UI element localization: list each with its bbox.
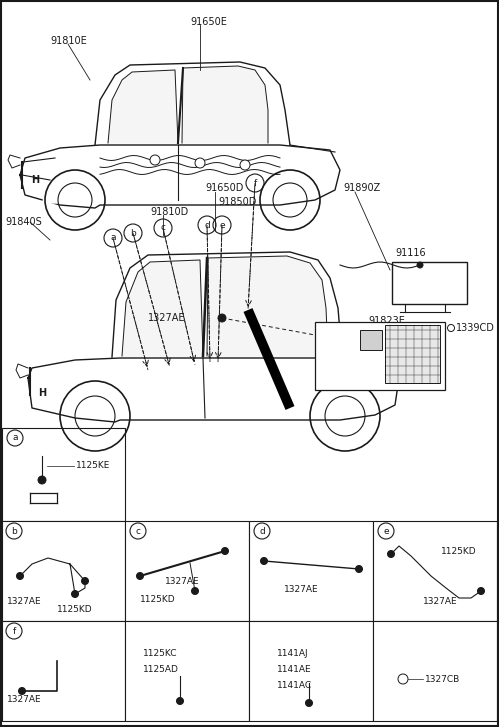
Polygon shape bbox=[112, 252, 342, 357]
Text: 1125KE: 1125KE bbox=[76, 462, 110, 470]
Circle shape bbox=[16, 572, 23, 579]
Text: f: f bbox=[253, 179, 256, 188]
Circle shape bbox=[81, 577, 88, 585]
Polygon shape bbox=[207, 256, 328, 356]
Bar bbox=[125, 621, 249, 721]
Text: 91116: 91116 bbox=[395, 248, 426, 258]
Circle shape bbox=[478, 587, 485, 595]
Text: 1339CD: 1339CD bbox=[456, 323, 495, 333]
Text: 91650D: 91650D bbox=[205, 183, 244, 193]
Text: b: b bbox=[11, 526, 17, 536]
Text: 1327AE: 1327AE bbox=[165, 577, 200, 585]
Bar bbox=[385, 325, 440, 383]
Text: 1141AC: 1141AC bbox=[277, 680, 312, 689]
Bar bbox=[125, 521, 249, 621]
Text: d: d bbox=[204, 220, 210, 230]
Text: c: c bbox=[161, 223, 166, 233]
Text: 91826: 91826 bbox=[320, 328, 349, 337]
Polygon shape bbox=[182, 66, 268, 143]
Circle shape bbox=[398, 674, 408, 684]
Text: e: e bbox=[219, 220, 225, 230]
Text: 91890Z: 91890Z bbox=[343, 183, 380, 193]
Text: 91823E: 91823E bbox=[368, 316, 405, 326]
Text: H: H bbox=[31, 175, 39, 185]
Text: 91650E: 91650E bbox=[190, 17, 227, 27]
Circle shape bbox=[448, 324, 455, 332]
Text: b: b bbox=[130, 228, 136, 238]
Text: f: f bbox=[12, 627, 15, 635]
Circle shape bbox=[388, 550, 395, 558]
Polygon shape bbox=[20, 145, 340, 208]
Circle shape bbox=[137, 572, 144, 579]
Bar bbox=[315, 322, 445, 390]
Circle shape bbox=[240, 160, 250, 170]
Text: 91810D: 91810D bbox=[150, 207, 188, 217]
Circle shape bbox=[18, 688, 25, 694]
Circle shape bbox=[71, 590, 78, 598]
Text: 1141AE: 1141AE bbox=[277, 664, 311, 673]
Text: c: c bbox=[136, 526, 141, 536]
Text: 1327AE: 1327AE bbox=[7, 596, 41, 606]
Circle shape bbox=[222, 547, 229, 555]
Bar bbox=[2, 521, 125, 621]
Bar bbox=[2, 621, 125, 721]
Text: 1125KD: 1125KD bbox=[57, 604, 93, 614]
Bar bbox=[392, 262, 467, 304]
Circle shape bbox=[260, 558, 267, 564]
Circle shape bbox=[218, 314, 226, 322]
Circle shape bbox=[305, 699, 312, 707]
Circle shape bbox=[192, 587, 199, 595]
Text: 1125KD: 1125KD bbox=[441, 547, 477, 555]
Polygon shape bbox=[122, 260, 203, 356]
Bar bbox=[373, 621, 497, 721]
Polygon shape bbox=[95, 62, 290, 145]
Circle shape bbox=[150, 155, 160, 165]
Polygon shape bbox=[108, 70, 178, 143]
Text: 1327AE: 1327AE bbox=[148, 313, 185, 323]
Text: 1327CB: 1327CB bbox=[425, 675, 460, 683]
Text: 1327AE: 1327AE bbox=[423, 596, 458, 606]
Text: 1125KD: 1125KD bbox=[140, 595, 176, 603]
Circle shape bbox=[355, 566, 362, 572]
Text: 91840S: 91840S bbox=[5, 217, 42, 227]
Text: 1125AD: 1125AD bbox=[143, 664, 179, 673]
Text: 1141AJ: 1141AJ bbox=[277, 648, 308, 657]
Text: 91810E: 91810E bbox=[50, 36, 87, 46]
Bar bbox=[2, 428, 125, 521]
Text: 18980J: 18980J bbox=[320, 340, 351, 349]
Circle shape bbox=[177, 697, 184, 704]
Circle shape bbox=[195, 158, 205, 168]
Circle shape bbox=[38, 476, 46, 484]
Text: e: e bbox=[383, 526, 389, 536]
Text: H: H bbox=[38, 388, 46, 398]
Text: a: a bbox=[12, 433, 18, 443]
Text: 91850D: 91850D bbox=[218, 197, 256, 207]
Bar bbox=[249, 521, 373, 621]
Text: d: d bbox=[259, 526, 265, 536]
Polygon shape bbox=[28, 358, 398, 422]
Text: a: a bbox=[110, 233, 116, 243]
Text: 1327AE: 1327AE bbox=[284, 585, 319, 593]
Circle shape bbox=[417, 262, 423, 268]
Bar bbox=[360, 330, 382, 350]
Bar bbox=[373, 521, 497, 621]
Text: 1327AE: 1327AE bbox=[7, 694, 41, 704]
Text: 1125KC: 1125KC bbox=[143, 648, 178, 657]
Bar bbox=[249, 621, 373, 721]
Polygon shape bbox=[43, 184, 107, 203]
